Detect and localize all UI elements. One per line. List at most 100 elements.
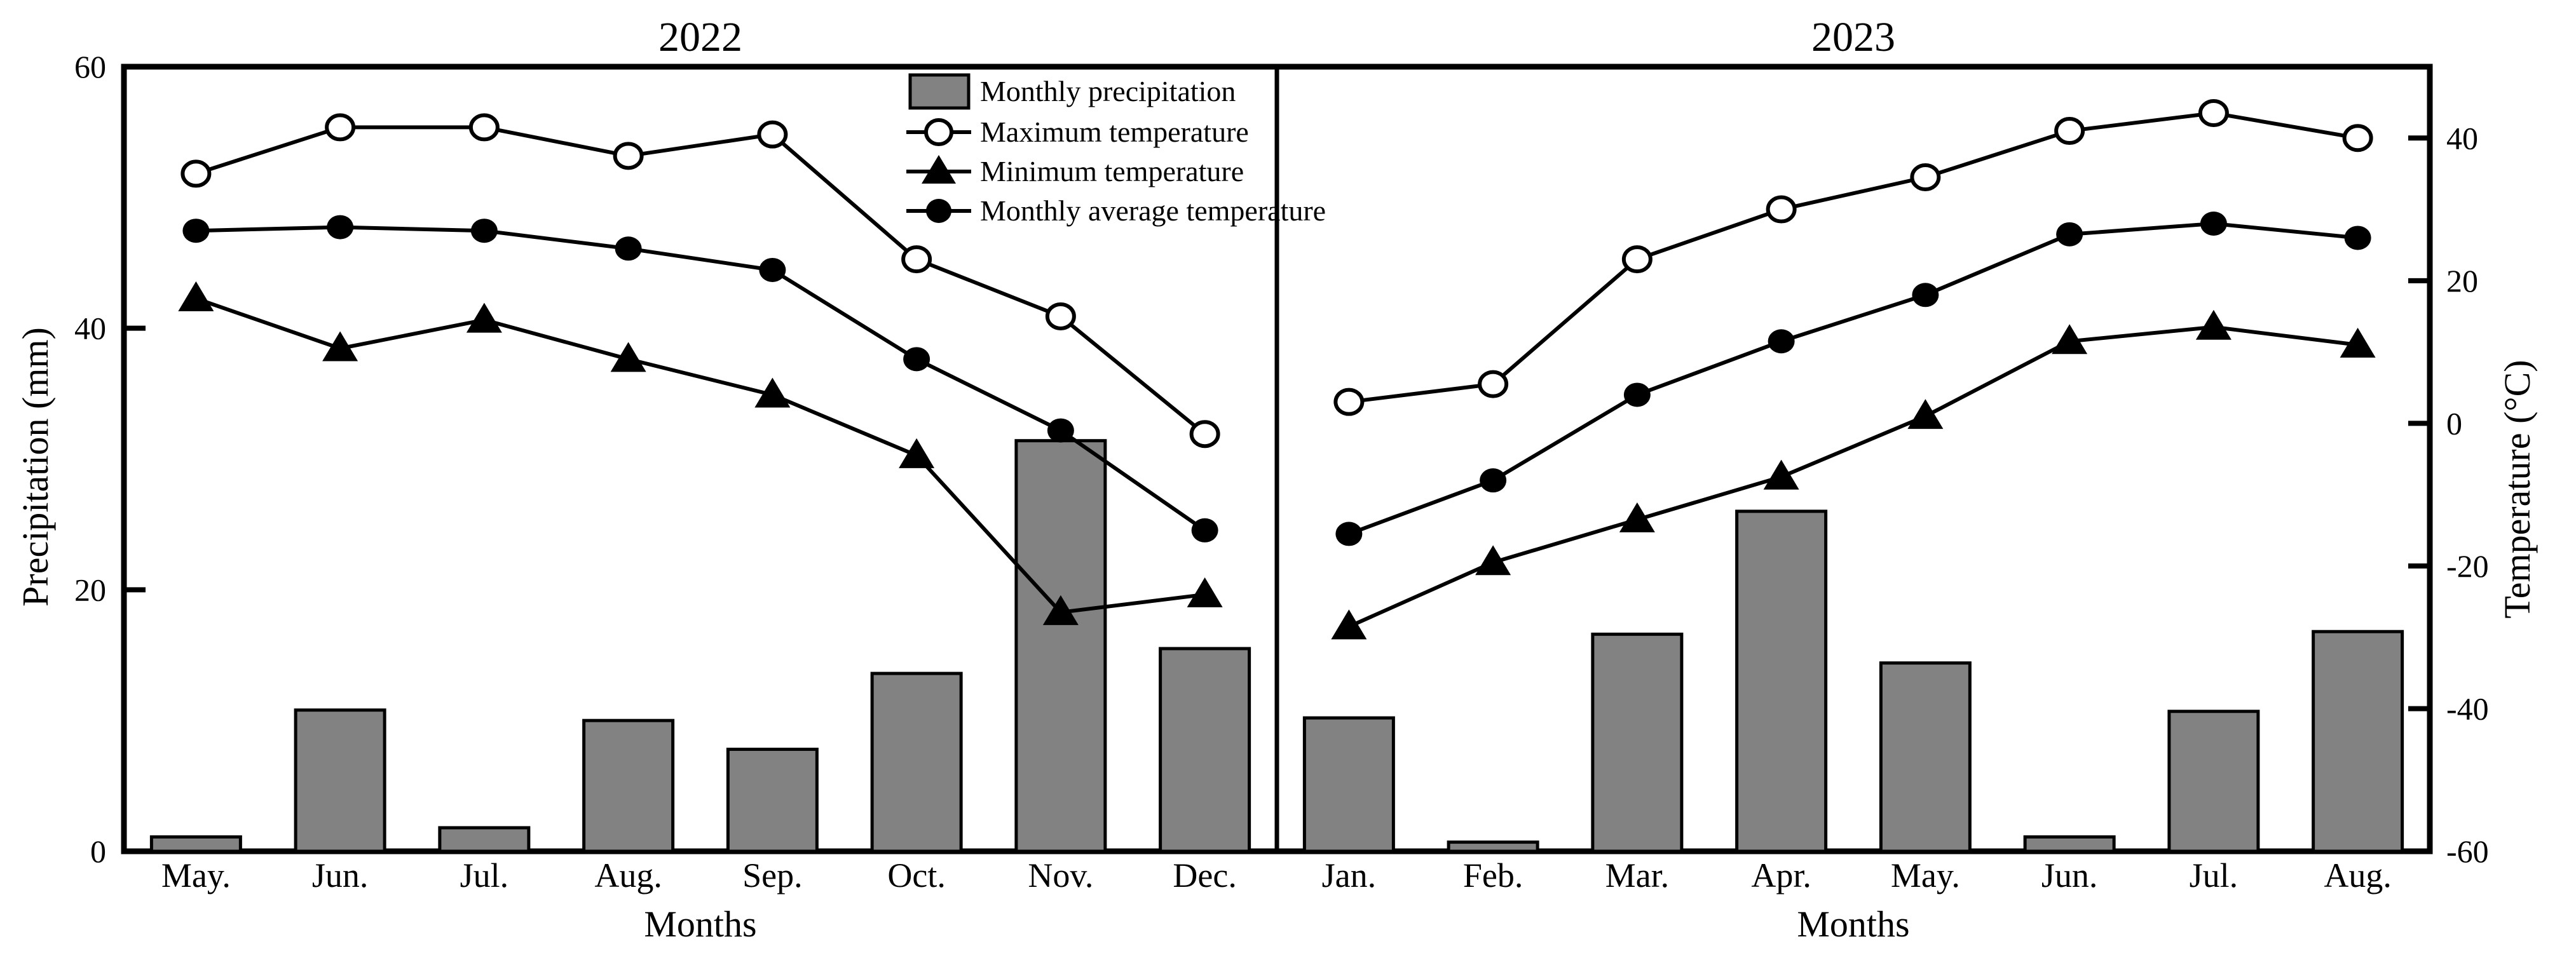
month-label: Jan. xyxy=(1322,856,1376,894)
precip-bar-2022-5 xyxy=(726,747,819,853)
left-axis-tick-label: 0 xyxy=(90,833,106,869)
avg-temperature-marker xyxy=(903,347,930,372)
avg-temperature-marker xyxy=(327,215,354,240)
right-axis-title: Temperature (°C) xyxy=(2497,360,2538,618)
month-label: Dec. xyxy=(1173,856,1236,894)
precip-bar-2023-5 xyxy=(1879,661,1972,853)
max-temperature-marker xyxy=(1333,388,1365,416)
min-temperature-marker xyxy=(178,281,214,311)
avg-temperature-line-2022 xyxy=(196,225,1206,532)
min-temperature-marker xyxy=(2195,309,2232,340)
right-axis-tick-label: -20 xyxy=(2446,548,2489,584)
max-temperature-line-2022 xyxy=(195,125,1206,436)
legend-label: Maximum temperature xyxy=(980,116,1249,148)
min-temperature-marker xyxy=(1331,609,1367,640)
avg-temperature-marker xyxy=(470,219,498,243)
max-temperature-marker xyxy=(1478,370,1509,398)
avg-temperature-marker xyxy=(2056,222,2083,246)
legend-filled-triangle-icon xyxy=(922,155,956,184)
panel-title-2022: 2022 xyxy=(658,14,742,60)
max-temperature-marker xyxy=(1045,302,1076,330)
min-temperature-marker xyxy=(899,438,935,468)
precip-bar-2023-8 xyxy=(2312,630,2404,853)
precip-bar-2022-4 xyxy=(582,719,675,853)
min-temperature-line-2022 xyxy=(195,297,1205,615)
min-temperature-marker xyxy=(1907,399,1944,429)
avg-temperature-marker xyxy=(2200,212,2227,236)
month-label: Aug. xyxy=(594,856,662,894)
min-temperature-marker xyxy=(322,331,358,361)
right-axis-tick-label: 20 xyxy=(2446,263,2478,299)
min-temperature-marker xyxy=(1619,502,1655,532)
month-label: Apr. xyxy=(1751,856,1811,894)
max-temperature-marker xyxy=(1189,420,1220,449)
min-temperature-marker xyxy=(1187,577,1223,607)
avg-temperature-marker xyxy=(1768,329,1795,354)
precip-bar-2023-3 xyxy=(1591,632,1684,853)
month-label: Jul. xyxy=(460,856,509,894)
precip-bar-2022-1 xyxy=(149,835,242,853)
month-label: Feb. xyxy=(1463,856,1523,894)
month-label: Sep. xyxy=(742,856,803,894)
month-label: Aug. xyxy=(2324,856,2392,894)
precip-bar-2023-6 xyxy=(2023,835,2116,853)
avg-temperature-marker xyxy=(615,236,642,261)
right-axis-tick-label: -60 xyxy=(2446,833,2489,869)
legend-bar-swatch xyxy=(908,73,971,110)
max-temperature-marker xyxy=(757,120,788,149)
avg-temperature-marker xyxy=(759,257,786,282)
precip-bar-2022-7 xyxy=(1014,439,1107,853)
avg-temperature-marker xyxy=(2344,226,2371,250)
x-axis-label: Months xyxy=(1797,903,1909,945)
legend-label: Monthly average temperature xyxy=(980,194,1326,227)
max-temperature-marker xyxy=(325,113,356,142)
legend-open-circle-icon xyxy=(924,118,953,146)
min-temperature-marker xyxy=(1042,595,1079,625)
month-label: Oct. xyxy=(887,856,945,894)
min-temperature-marker xyxy=(466,302,502,333)
min-temperature-marker xyxy=(610,342,646,372)
max-temperature-marker xyxy=(901,245,932,274)
avg-temperature-marker xyxy=(1623,382,1651,407)
x-axis-label: Months xyxy=(644,903,756,945)
legend-label: Monthly precipitation xyxy=(980,75,1236,107)
max-temperature-marker xyxy=(468,113,500,142)
avg-temperature-marker xyxy=(1912,283,1939,307)
max-temperature-marker xyxy=(1766,195,1797,224)
precip-bar-2022-8 xyxy=(1159,647,1251,853)
right-axis-tick-label: 40 xyxy=(2446,120,2478,156)
max-temperature-marker xyxy=(2054,117,2085,145)
max-temperature-line-2023 xyxy=(1349,111,2359,404)
avg-temperature-marker xyxy=(1191,518,1218,543)
panel-title-2023: 2023 xyxy=(1811,14,1895,60)
max-temperature-marker xyxy=(613,142,644,170)
right-axis-tick-label: 0 xyxy=(2446,405,2462,441)
precip-bar-2022-3 xyxy=(438,826,531,853)
precip-bar-2022-2 xyxy=(294,708,386,853)
left-axis-tick-label: 40 xyxy=(74,311,106,346)
avg-temperature-marker xyxy=(1047,418,1074,443)
month-label: May. xyxy=(1891,856,1960,894)
max-temperature-marker xyxy=(2198,98,2229,127)
max-temperature-marker xyxy=(1621,245,1653,274)
precip-bar-2023-1 xyxy=(1302,716,1395,853)
right-axis-tick-label: -40 xyxy=(2446,691,2489,726)
min-temperature-marker xyxy=(1475,545,1511,576)
max-temperature-marker xyxy=(181,159,212,188)
max-temperature-marker xyxy=(1910,163,1941,192)
min-temperature-marker xyxy=(2340,327,2376,358)
left-axis-tick-label: 60 xyxy=(74,49,106,84)
min-temperature-marker xyxy=(1763,459,1799,490)
precip-bar-2023-7 xyxy=(2167,710,2260,853)
precip-bar-2023-4 xyxy=(1735,509,1828,853)
min-temperature-marker xyxy=(2052,324,2088,354)
month-label: Jun. xyxy=(312,856,369,894)
legend-filled-circle-icon xyxy=(926,199,951,223)
min-temperature-marker xyxy=(754,377,791,408)
precip-bar-2022-6 xyxy=(870,671,963,853)
month-label: Nov. xyxy=(1028,856,1093,894)
max-temperature-marker xyxy=(2342,124,2373,152)
month-label: Jun. xyxy=(2041,856,2098,894)
